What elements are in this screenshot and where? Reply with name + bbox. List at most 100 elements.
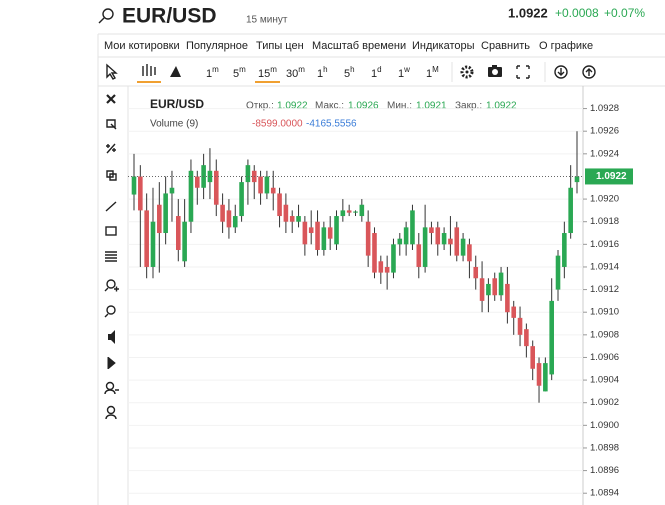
candle-body (264, 176, 270, 194)
candle-body (416, 244, 422, 267)
menu-item[interactable]: Популярное (186, 40, 248, 52)
candle-body (296, 216, 301, 222)
legend-label: Мин.: (387, 101, 412, 112)
menu-item[interactable]: Индикаторы (412, 40, 475, 52)
timeframe[interactable]: 5h (344, 65, 355, 80)
candle-body (511, 306, 517, 318)
timeframe-unit: d (377, 65, 381, 74)
candle-body (397, 238, 403, 245)
y-tick-label: 1.0914 (590, 261, 619, 272)
candle-body (492, 278, 498, 296)
search-icon[interactable] (98, 8, 114, 24)
copy-tool[interactable] (106, 170, 117, 181)
timeframe[interactable]: 30m (286, 65, 305, 80)
volume-label: Volume (9) (150, 119, 198, 130)
timeframe-unit: h (323, 65, 327, 74)
candle-body (486, 283, 491, 296)
candle-body (258, 176, 263, 194)
download-icon[interactable] (554, 65, 568, 79)
timeframe[interactable]: 1w (398, 65, 410, 80)
timeframes: 1m 5m 15m 30m 1h 5h 1d 1w 1M (206, 65, 439, 83)
candle-body (334, 216, 339, 245)
legend-value: 1.0922 (486, 101, 517, 112)
y-tick-label: 1.0902 (590, 397, 619, 408)
change: +0.0008 (555, 6, 599, 20)
candle-body (239, 182, 244, 217)
candle-body (283, 204, 289, 222)
menu-item[interactable]: Типы цен (256, 40, 304, 52)
alert-tool[interactable] (105, 405, 117, 420)
menu-item[interactable]: Сравнить (481, 40, 530, 52)
timeframe-number: 1 (317, 68, 323, 80)
timeframe-number: 15 (258, 68, 270, 80)
legend-value: 1.0921 (416, 101, 447, 112)
candles-icon[interactable] (137, 64, 161, 83)
menu-item[interactable]: Масштаб времени (312, 40, 406, 52)
candle-body (384, 266, 390, 273)
timeframe-number: 1 (371, 68, 377, 80)
candle-body (176, 216, 181, 250)
timeframe-number: 1 (426, 68, 432, 80)
settings-icon[interactable] (460, 65, 474, 79)
timeframe-number: 5 (344, 68, 350, 80)
candle-body (448, 238, 453, 245)
timeframe[interactable]: 1h (317, 65, 328, 80)
zoom-out-tool[interactable] (104, 305, 116, 318)
price: 1.0922 (508, 5, 548, 20)
erase-tool[interactable] (106, 119, 117, 130)
y-tick-label: 1.0896 (590, 465, 619, 476)
timeframe[interactable]: 1M (426, 65, 439, 80)
candle-body (220, 204, 225, 222)
candle-body (188, 170, 194, 222)
timeframe[interactable]: 1d (371, 65, 382, 80)
timeframe-number: 30 (286, 68, 298, 80)
candle-body (536, 363, 542, 386)
candle-body (138, 176, 143, 211)
candle-body (289, 216, 295, 222)
sound-tool[interactable] (108, 330, 115, 344)
candle-body (169, 187, 175, 194)
magnet-tool[interactable] (106, 143, 116, 154)
fib-tool[interactable] (105, 251, 117, 262)
y-tick-label: 1.0916 (590, 239, 619, 250)
legend-label: Макс.: (315, 101, 344, 112)
area-icon[interactable] (170, 66, 181, 77)
candle-body (378, 261, 384, 273)
candle-body (543, 363, 548, 392)
cursor-icon[interactable] (106, 63, 118, 80)
candle-body (157, 204, 162, 234)
play-tool[interactable] (107, 356, 116, 370)
candle-body (568, 187, 573, 234)
candle-body (498, 272, 504, 296)
menu-item[interactable]: О графике (539, 40, 593, 52)
candle-body (131, 176, 137, 195)
y-tick-label: 1.0900 (590, 420, 619, 431)
y-tick-label: 1.0898 (590, 442, 619, 453)
measure-tool[interactable] (104, 381, 119, 395)
timeframe[interactable]: 5m (233, 65, 246, 80)
line-tool[interactable] (105, 201, 117, 212)
candle-body (232, 216, 238, 228)
menu-item[interactable]: Мои котировки (104, 40, 180, 52)
camera-icon[interactable] (488, 65, 502, 77)
rect-tool[interactable] (105, 226, 117, 236)
zoom-in-tool[interactable] (104, 279, 119, 292)
timeframe-unit: w (403, 65, 410, 74)
candle-body (435, 227, 441, 245)
y-tick-label: 1.0906 (590, 352, 619, 363)
candle-body (315, 221, 320, 250)
legend-label: Откр.: (246, 101, 274, 112)
timeframe[interactable]: 1m (206, 65, 219, 80)
timeframe[interactable]: 15m (258, 65, 277, 80)
last-price-label: 1.0922 (596, 171, 627, 182)
close-tool[interactable] (106, 94, 116, 104)
candle-body (302, 221, 308, 245)
y-tick-label: 1.0904 (590, 375, 619, 386)
upload-icon[interactable] (582, 65, 596, 79)
fullscreen-icon[interactable] (516, 65, 530, 79)
candle-body (365, 221, 371, 256)
candle-body (549, 300, 554, 375)
y-tick-label: 1.0928 (590, 103, 619, 114)
candle-body (473, 266, 479, 279)
